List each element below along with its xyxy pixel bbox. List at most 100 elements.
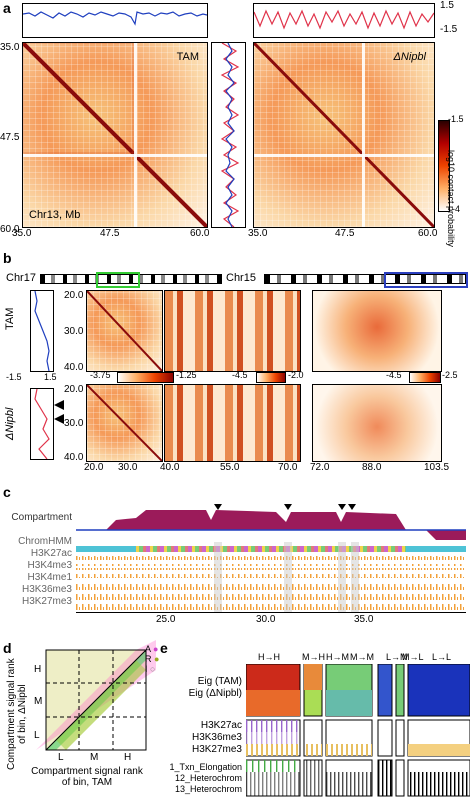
panel-b-y-tick-20: 20.0 — [64, 290, 84, 301]
panel-b-cbar3-min: -4.5 — [386, 370, 402, 380]
e-block-ml-eig — [395, 664, 405, 717]
row-h3k27me3: H3K27me3 — [191, 744, 242, 755]
panel-a-eigen-tick-bottom: -1.5 — [440, 24, 458, 35]
row-eig-nipbl: Eig (ΔNipbl) — [188, 688, 242, 699]
panel-a-vertical-eigen-lines — [220, 42, 240, 228]
panel-b-nipbl-chr15-heatmap — [312, 384, 442, 462]
panel-d-x-l: L — [58, 752, 64, 763]
panel-a-nipbl-gap-v — [362, 43, 365, 227]
panel-b-x-tick-1: 30.0 — [118, 462, 138, 473]
panel-a-vertical-eigen-track — [211, 42, 246, 228]
panel-d-x-h: H — [124, 752, 132, 763]
panel-e-row-labels-3: 1_Txn_Elongation 12_Heterochrom 13_Heter… — [160, 762, 242, 795]
panel-a-x-tick-r1: 35.0 — [248, 228, 268, 239]
panel-c-x-axis — [76, 612, 466, 613]
panel-b-y-tick-40: 40.0 — [64, 362, 84, 373]
panel-b-arrowheads — [54, 400, 64, 424]
track-label-h3k36me3: H3K36me3 — [21, 584, 72, 595]
row-txn-elongation: 1_Txn_Elongation — [169, 762, 242, 772]
panel-a-colorbar — [438, 120, 450, 212]
panel-b-y2-tick-40: 40.0 — [64, 452, 84, 463]
row-heterochrom-12: 12_Heterochrom — [174, 773, 242, 783]
panel-c-x-tick-35: 35.0 — [354, 614, 374, 625]
row-h3k36me3: H3K36me3 — [191, 732, 242, 743]
panel-b-y2-tick-30: 30.0 — [64, 418, 84, 429]
panel-b-nipbl-row-label: ΔNipbl — [4, 407, 16, 440]
panel-b-y2-tick-20: 20.0 — [64, 384, 84, 395]
e-block-lm-eig — [377, 664, 393, 717]
panel-b-cbar3 — [409, 372, 441, 383]
panel-b-cbar1-max: -1.25 — [176, 370, 197, 380]
panel-a-nipbl-label: ΔNipbl — [393, 51, 426, 63]
panel-b-x-tick-3: 55.0 — [220, 462, 240, 473]
col-mm: M→M — [350, 652, 374, 662]
panel-a-nipbl-diagonal — [254, 43, 434, 227]
panel-d-y-h: H — [34, 664, 42, 675]
panel-a-tam-eigen-track — [22, 3, 208, 38]
panel-c-h3k27me3-track — [76, 604, 466, 612]
panel-b-cbar3-max: -2.5 — [442, 370, 458, 380]
panel-b-side-tick-max: 1.5 — [44, 372, 57, 382]
panel-a-letter: a — [3, 0, 11, 16]
panel-b-chr15-highlight — [384, 272, 468, 288]
panel-a-tam-gap-h — [23, 154, 207, 157]
track-label-compartment: Compartment — [11, 512, 72, 523]
row-heterochrom-13: 13_Heterochrom — [174, 784, 242, 794]
panel-b-tam-chr17-diagonal — [87, 291, 162, 371]
panel-a-tam-diagonal — [23, 43, 207, 227]
panel-b-x-tick-5: 72.0 — [310, 462, 330, 473]
panel-b-chr17-highlight — [96, 272, 140, 288]
panel-c-compartment-fill — [76, 510, 466, 540]
panel-d-scatter — [36, 640, 156, 751]
panel-c-x-tick-25: 25.0 — [156, 614, 176, 625]
track-label-h3k4me1: H3K4me1 — [27, 572, 72, 583]
panel-e-letter: e — [160, 640, 168, 656]
panel-d-ylabel-1: Compartment signal rank — [6, 658, 17, 770]
row-h3k27ac: H3K27ac — [200, 720, 242, 731]
panel-e-column-headers: H→H M→H H→M M→M L→M M→L L→L — [246, 652, 470, 666]
panel-b-tam-inter-heatmap — [164, 290, 301, 372]
panel-c-h3k36me3-track — [76, 592, 466, 602]
panel-b-letter: b — [3, 250, 12, 266]
panel-b-cbar2 — [256, 372, 286, 383]
panel-a-nipbl-gap-h — [254, 154, 434, 157]
panel-d-xlabel-1: Compartment signal rank — [31, 766, 143, 777]
panel-b-side-tick-min: -1.5 — [6, 372, 22, 382]
legend-r: R ● — [145, 654, 160, 664]
panel-c-letter: c — [3, 484, 11, 500]
panel-b-x-tick-6: 88.0 — [362, 462, 382, 473]
panel-a-eigen-tick-top: 1.5 — [440, 0, 454, 11]
panel-b-y-tick-30: 30.0 — [64, 326, 84, 337]
panel-b-nipbl-side-track — [30, 388, 54, 460]
panel-a-chr-label: Chr13, Mb — [29, 209, 81, 221]
panel-b-nipbl-side-line — [34, 388, 50, 460]
panel-b-x-tick-2: 40.0 — [160, 462, 180, 473]
panel-b-tam-chr15-heatmap — [312, 290, 442, 372]
panel-a-x-tick-l1: 35.0 — [12, 228, 32, 239]
panel-a-nipbl-eigen-track — [253, 3, 435, 38]
row-eig-tam: Eig (TAM) — [197, 676, 242, 687]
panel-a-colorbar-title: log10 contact probability — [446, 150, 456, 248]
panel-b-cbar2-max: -2.0 — [288, 370, 304, 380]
panel-a-x-tick-r2: 47.5 — [335, 228, 355, 239]
legend-a: A ● — [145, 644, 159, 654]
panel-b-cbar2-min: -4.5 — [232, 370, 248, 380]
panel-d-x-m: M — [90, 752, 99, 763]
panel-a-y-tick-35: 35.0 — [0, 42, 20, 53]
panel-a-nipbl-eigen-line — [253, 9, 435, 30]
panel-b-tam-row-label: TAM — [4, 307, 16, 330]
panel-a-tam-eigen-line — [22, 11, 208, 26]
panel-d-ylabel: Compartment signal rank of bin, ΔNipbl — [6, 658, 28, 770]
panel-c-h3k27ac-track — [76, 556, 466, 566]
legend-i: I ○ — [145, 664, 156, 674]
col-mh: M→H — [302, 652, 325, 662]
col-ll: L→L — [432, 652, 452, 662]
triangle-2 — [284, 504, 292, 510]
panel-a-tam-label: TAM — [176, 51, 199, 63]
panel-a-x-tick-r3: 60.0 — [418, 228, 438, 239]
panel-d-xlabel: Compartment signal rank of bin, TAM — [12, 766, 162, 788]
panel-a-x-tick-l2: 47.5 — [100, 228, 120, 239]
panel-d-legend: A ● R ● I ○ — [145, 644, 159, 674]
panel-d-y-m: M — [34, 696, 43, 707]
panel-c-x-tick-30: 30.0 — [256, 614, 276, 625]
